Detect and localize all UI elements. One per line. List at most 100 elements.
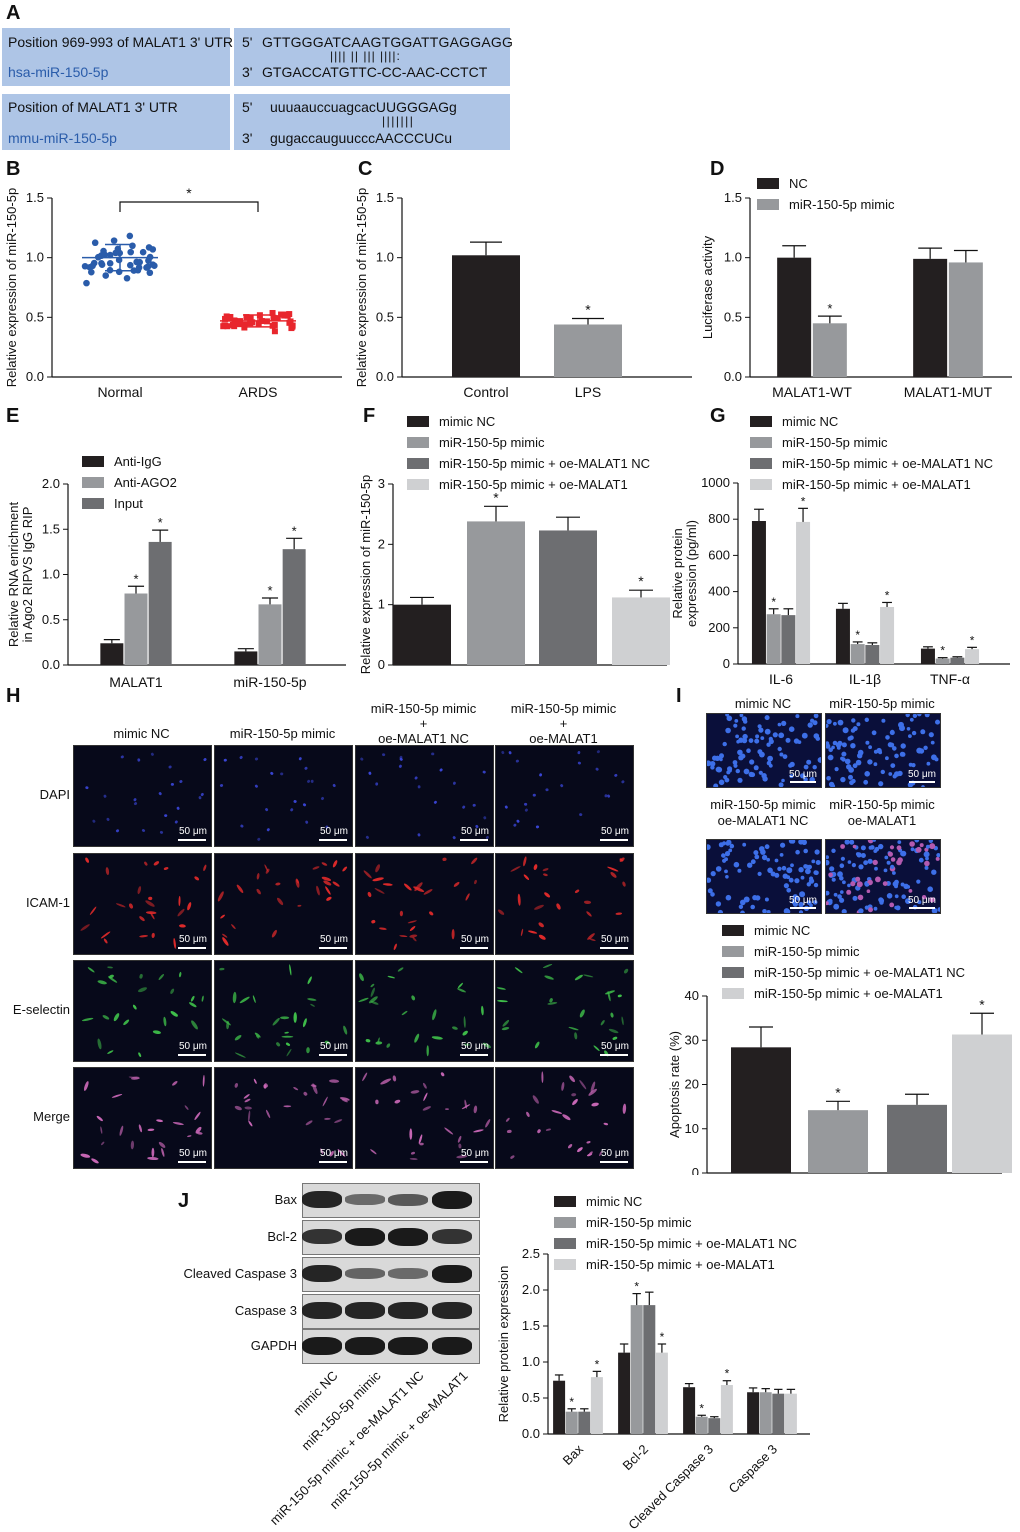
cell (508, 751, 512, 755)
bar (467, 521, 525, 665)
cell (833, 903, 840, 910)
cell (176, 806, 180, 810)
y-tick-label: 1000 (701, 475, 730, 490)
bar (643, 1305, 656, 1434)
cell (433, 800, 437, 804)
cell (721, 853, 726, 858)
h-micrograph-cells (234, 1078, 350, 1157)
y-axis-label: Luciferase activity (700, 235, 715, 339)
cell (108, 974, 114, 979)
cell (852, 763, 858, 769)
panel-letter-c: C (358, 158, 373, 180)
cell (840, 844, 845, 849)
h-micrograph: 50 μm (214, 745, 353, 847)
i-micrograph-cells (707, 714, 821, 787)
cell (473, 1129, 484, 1133)
cell (735, 768, 740, 774)
cell (886, 860, 891, 865)
cell (497, 909, 505, 915)
scale-bar (319, 947, 347, 949)
significance-star: * (835, 1084, 841, 1100)
y-tick-label: 0.0 (42, 657, 60, 672)
cell (840, 776, 846, 783)
cell (409, 934, 418, 938)
blot-row-label: Cleaved Caspase 3 (183, 1265, 297, 1281)
scale-bar (909, 781, 935, 783)
legend-swatch (407, 479, 429, 490)
cell (145, 900, 155, 907)
cell (138, 1052, 142, 1058)
cell (813, 882, 819, 888)
cell (918, 857, 924, 863)
legend-label: miR-150-5p mimic (754, 944, 860, 959)
cell (362, 1072, 368, 1082)
cell (85, 786, 89, 790)
data-point (151, 262, 158, 270)
cell (935, 719, 940, 725)
h-micrograph-cells (217, 860, 348, 946)
cell (462, 805, 466, 809)
y-tick-label: 1.0 (26, 250, 44, 265)
cell (574, 974, 583, 981)
seq-row2-right-box (234, 94, 510, 150)
cell (931, 869, 937, 875)
cell (841, 742, 847, 748)
cell (826, 776, 831, 781)
data-point (126, 261, 134, 269)
cell (483, 816, 487, 820)
cell (604, 794, 608, 798)
y-tick-label: 3 (378, 476, 385, 491)
cell (472, 803, 476, 807)
bar (258, 604, 282, 665)
bar (282, 549, 306, 665)
bar (772, 1393, 785, 1434)
cell (113, 1013, 120, 1022)
x-tick-label: LPS (575, 384, 601, 400)
bar (784, 1393, 797, 1434)
blot-band (388, 1227, 428, 1246)
cell (826, 901, 829, 906)
cell (560, 784, 564, 788)
legend-swatch (750, 416, 772, 427)
cell (928, 732, 934, 738)
cell (257, 837, 261, 841)
cell (577, 761, 581, 765)
blot-row-label: Bax (274, 1191, 297, 1207)
data-point (226, 315, 233, 322)
cell (840, 890, 844, 894)
scale-bar (460, 839, 488, 841)
blot-row-label: Bcl-2 (267, 1228, 297, 1244)
cell (473, 1105, 478, 1114)
scale-bar (909, 907, 935, 909)
y-tick-label: 2.0 (522, 1282, 540, 1297)
cell (179, 971, 182, 978)
cell (322, 1096, 328, 1107)
cell (283, 1105, 292, 1108)
cell (909, 841, 915, 847)
bar (565, 1411, 578, 1434)
cell (794, 878, 800, 884)
seq-row1-left-box (2, 28, 230, 86)
panel-letter-f: F (363, 405, 376, 427)
cell (710, 765, 715, 770)
seq-row1-right-box (234, 28, 510, 86)
h-micrograph: 50 μm (355, 745, 494, 847)
cell (916, 747, 923, 754)
cell (221, 1018, 232, 1026)
legend-label: miR-150-5p mimic (586, 1215, 692, 1230)
cell (622, 1103, 627, 1114)
cell (372, 877, 384, 882)
cell (87, 967, 95, 973)
h-column-label: mimic NC (113, 726, 170, 741)
cell (195, 1126, 202, 1134)
cell (786, 888, 791, 893)
cell (537, 1129, 541, 1134)
cell (722, 741, 727, 747)
cell (839, 876, 844, 881)
cell (432, 1009, 437, 1021)
cell (417, 833, 421, 837)
scale-bar (319, 1054, 347, 1056)
cell (276, 1042, 281, 1047)
cell (102, 1015, 110, 1020)
cell (844, 758, 851, 765)
